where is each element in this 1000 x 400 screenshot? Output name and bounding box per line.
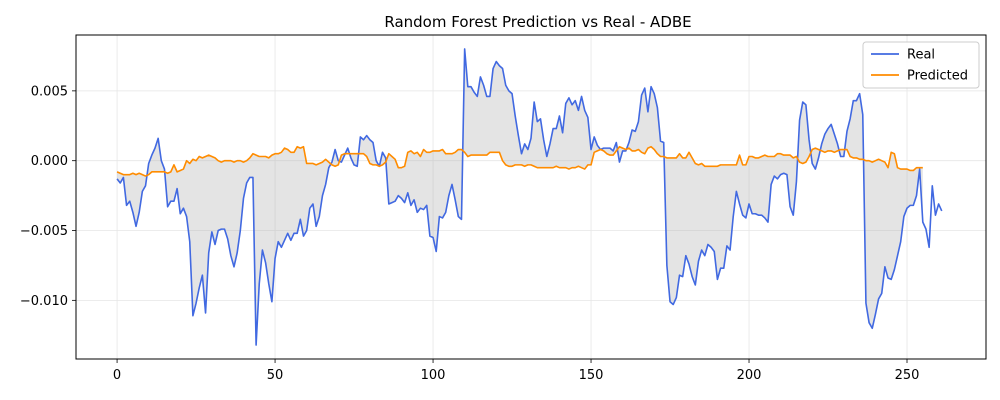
y-tick-label: 0.000 bbox=[31, 154, 68, 169]
legend-label: Predicted bbox=[907, 69, 968, 84]
legend-label: Real bbox=[907, 48, 935, 63]
legend: Real Predicted bbox=[862, 41, 980, 89]
x-tick-label: 0 bbox=[113, 368, 121, 383]
series-lines bbox=[116, 48, 943, 346]
x-tick-label: 50 bbox=[267, 368, 284, 383]
chart-title: Random Forest Prediction vs Real - ADBE bbox=[384, 13, 691, 31]
x-tick-label: 250 bbox=[895, 368, 920, 383]
y-tick-label: −0.005 bbox=[20, 224, 68, 239]
x-tick-label: 200 bbox=[737, 368, 762, 383]
y-axis: −0.010 −0.005 0.000 0.005 bbox=[20, 84, 76, 309]
series-line-predicted bbox=[116, 145, 923, 177]
fill-between-region bbox=[117, 48, 923, 346]
x-axis: 0 50 100 150 200 250 bbox=[113, 359, 919, 383]
y-tick-label: −0.010 bbox=[20, 294, 68, 309]
plot-frame bbox=[75, 34, 987, 360]
y-tick-label: 0.005 bbox=[31, 84, 68, 99]
series-line-real bbox=[116, 48, 943, 346]
x-tick-label: 100 bbox=[421, 368, 446, 383]
grid-lines bbox=[76, 35, 986, 359]
x-tick-label: 150 bbox=[579, 368, 604, 383]
fill-between-area bbox=[117, 48, 923, 346]
